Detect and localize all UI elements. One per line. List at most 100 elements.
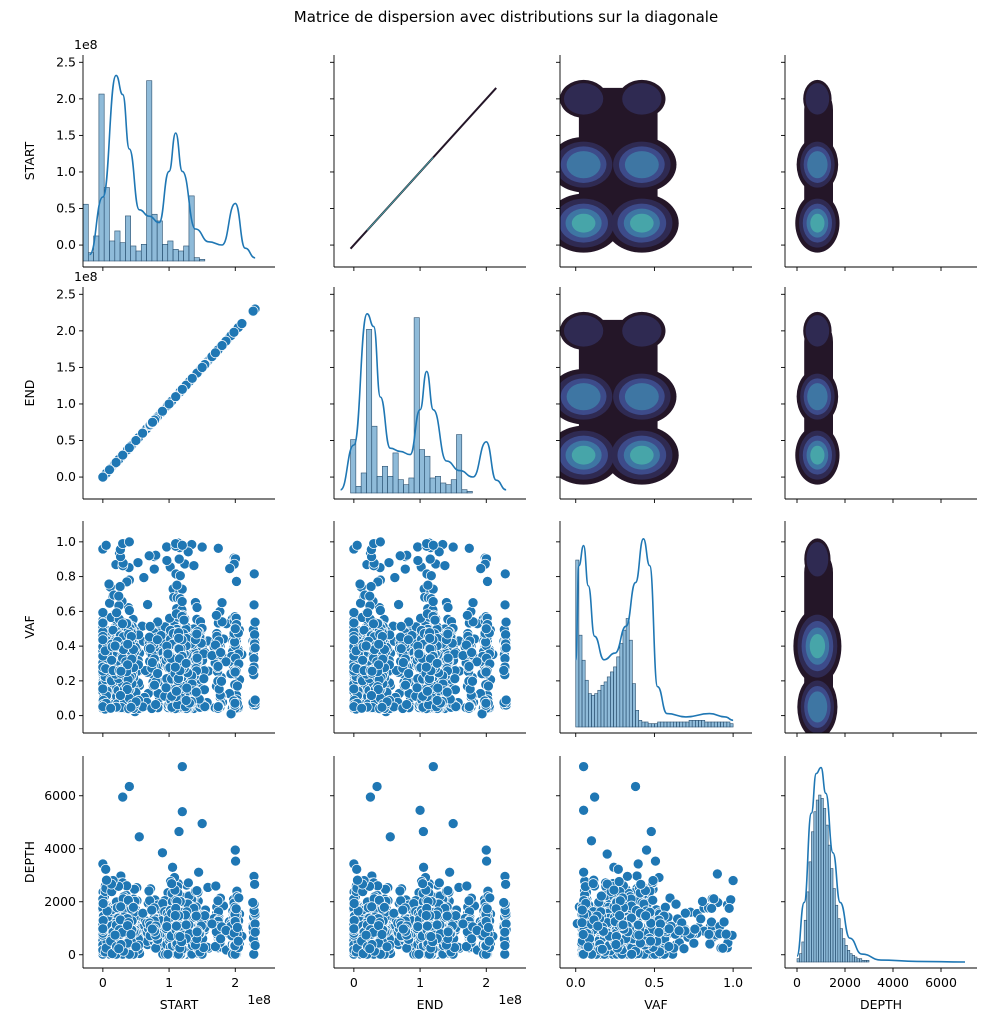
kde-contour	[630, 213, 654, 233]
panel-start-vs-depth	[781, 55, 977, 271]
scatter-point	[123, 536, 135, 548]
panel-end-vs-end	[330, 287, 526, 503]
scatter-point	[97, 617, 109, 629]
scatter-point	[248, 948, 260, 960]
hist-bar	[638, 720, 643, 728]
scatter-point	[122, 659, 133, 671]
scatter-point	[482, 576, 493, 587]
plot-area	[97, 536, 261, 720]
scatter-point	[397, 657, 409, 668]
hist-bar	[726, 721, 731, 728]
y-tick-label: 2.5	[56, 54, 76, 69]
hist-bar	[710, 721, 715, 728]
scatter-point	[450, 701, 462, 712]
y-tick-label: 0.5	[56, 433, 76, 448]
scatter-point	[161, 541, 172, 553]
scatter-point	[183, 877, 194, 889]
plot-area	[97, 303, 261, 483]
scatter-point	[463, 701, 475, 712]
kde-line	[88, 74, 256, 259]
hist-bar	[673, 721, 677, 728]
kde-contour	[563, 83, 604, 115]
scatter-point	[412, 555, 424, 566]
scatter-point	[147, 416, 158, 428]
scatter-point	[348, 634, 360, 646]
scatter-point	[173, 632, 185, 644]
kde-contour	[805, 83, 830, 115]
scatter-point	[212, 701, 224, 712]
scatter-point	[374, 536, 386, 548]
hist-bar	[387, 476, 394, 494]
scatter-point	[467, 675, 478, 687]
hist-bar	[392, 452, 399, 494]
scatter-point	[499, 568, 511, 580]
scatter-point	[171, 685, 182, 697]
scatter-point	[249, 642, 261, 654]
hist-bar	[140, 244, 147, 262]
hist-bar	[424, 455, 431, 494]
scatter-point	[422, 685, 433, 697]
kde-contour	[810, 213, 825, 233]
y-offset-label: 1e8	[74, 269, 98, 284]
scatter-point	[228, 326, 240, 338]
scatter-point	[114, 581, 126, 592]
hist-bar	[635, 710, 639, 728]
panel-vaf-vs-depth	[781, 521, 977, 737]
scatter-point	[247, 305, 259, 317]
scatter-point	[373, 638, 385, 650]
hist-bar	[382, 465, 388, 494]
scatter-point	[157, 405, 168, 417]
scatter-point	[401, 699, 413, 710]
scatter-point	[463, 542, 475, 554]
hist-bar	[654, 723, 658, 728]
plot-area	[83, 74, 256, 262]
plot-area	[97, 761, 261, 960]
plot-area	[574, 538, 734, 728]
hist-bar	[720, 721, 724, 728]
scatter-point	[429, 614, 441, 626]
scatter-point	[210, 347, 221, 359]
hist-bar	[434, 476, 441, 494]
hist-bar	[603, 681, 608, 728]
scatter-point	[399, 563, 411, 575]
scatter-point	[351, 539, 363, 551]
scatter-point	[467, 597, 479, 609]
hist-bar	[98, 93, 105, 262]
hist-bar	[578, 634, 583, 728]
hist-bar	[619, 643, 624, 728]
y-tick-label: 0.0	[56, 237, 76, 252]
hist-bar	[109, 240, 116, 262]
scatter-point	[142, 599, 153, 610]
scatter-point	[180, 695, 192, 706]
kde-contour	[563, 315, 604, 347]
kde-contour	[622, 83, 662, 115]
y-tick-label: 0.2	[56, 673, 76, 688]
hist-bar	[729, 723, 734, 728]
kde-contour	[624, 151, 659, 179]
y-tick-label: 2.0	[56, 323, 76, 338]
scatter-point	[394, 550, 406, 562]
hist-bar	[429, 477, 436, 494]
scatter-point	[191, 628, 203, 640]
scatter-point	[180, 658, 192, 669]
scatter-point	[348, 617, 360, 629]
hist-bar	[613, 666, 617, 728]
panel-vaf-vs-vaf	[556, 521, 752, 737]
hist-bar	[616, 656, 621, 728]
scatter-point	[229, 697, 241, 709]
scatter-point	[171, 579, 183, 591]
kde-contour	[624, 383, 659, 411]
scatter-point	[176, 596, 188, 607]
hist-bar	[597, 689, 602, 728]
scatter-point	[395, 643, 407, 654]
scatter-point	[411, 682, 423, 694]
scatter-point	[111, 607, 122, 619]
scatter-point	[498, 665, 510, 676]
scatter-point	[122, 638, 134, 650]
scatter-point	[389, 572, 401, 583]
hist-bar	[413, 317, 420, 494]
hist-bar	[450, 479, 457, 494]
hist-bar	[600, 684, 605, 728]
